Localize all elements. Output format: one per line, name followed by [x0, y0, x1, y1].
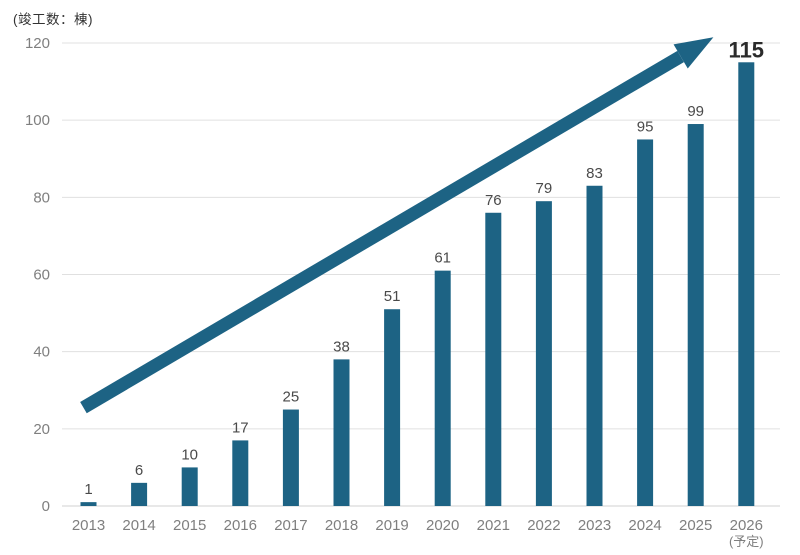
- value-label-emphasized: 115: [729, 37, 765, 62]
- bar: [637, 139, 654, 507]
- bar: [535, 201, 552, 507]
- value-label: 25: [283, 389, 300, 406]
- x-tick-label: 2014: [122, 517, 155, 534]
- value-label: 79: [536, 180, 553, 197]
- value-label: 95: [637, 118, 654, 135]
- x-tick-label: 2024: [628, 517, 661, 534]
- x-tick-label: 2025: [679, 517, 712, 534]
- y-tick-label: 120: [25, 35, 50, 52]
- bar: [434, 270, 451, 506]
- x-tick-sublabel: (予定): [729, 534, 764, 549]
- value-label: 83: [586, 165, 603, 182]
- y-tick-label: 40: [33, 344, 50, 361]
- value-label: 61: [434, 250, 451, 267]
- bar: [232, 440, 249, 506]
- value-label: 17: [232, 419, 249, 436]
- bar: [687, 124, 704, 507]
- x-tick-label: 2020: [426, 517, 459, 534]
- x-tick-label: 2015: [173, 517, 206, 534]
- x-tick-label: 2021: [477, 517, 510, 534]
- bar: [384, 309, 401, 506]
- x-tick-label: 2022: [527, 517, 560, 534]
- x-tick-label: 2026: [730, 517, 763, 534]
- value-label: 38: [333, 338, 350, 355]
- y-tick-label: 80: [33, 189, 50, 206]
- bar: [586, 185, 603, 506]
- value-label: 76: [485, 192, 502, 209]
- x-tick-label: 2019: [375, 517, 408, 534]
- x-tick-label: 2016: [224, 517, 257, 534]
- x-tick-label: 2017: [274, 517, 307, 534]
- value-label: 10: [181, 446, 198, 463]
- x-tick-label: 2023: [578, 517, 611, 534]
- value-label: 6: [135, 462, 143, 479]
- bar: [80, 502, 97, 506]
- value-label: 99: [687, 103, 704, 120]
- x-tick-label: 2013: [72, 517, 105, 534]
- y-tick-label: 20: [33, 421, 50, 438]
- bar: [738, 62, 755, 507]
- bar: [181, 467, 198, 506]
- value-label: 51: [384, 288, 401, 305]
- value-label: 1: [84, 481, 92, 498]
- bar: [485, 212, 502, 506]
- y-tick-label: 100: [25, 112, 50, 129]
- y-tick-label: 0: [42, 498, 50, 515]
- bar: [333, 359, 350, 506]
- y-tick-label: 60: [33, 267, 50, 284]
- x-tick-label: 2018: [325, 517, 358, 534]
- bar: [282, 409, 299, 506]
- trend-arrow-shaft: [80, 50, 684, 414]
- bar: [131, 482, 148, 506]
- y-axis-unit-label: (竣工数：棟): [13, 12, 93, 27]
- trend-arrow-head: [673, 37, 714, 69]
